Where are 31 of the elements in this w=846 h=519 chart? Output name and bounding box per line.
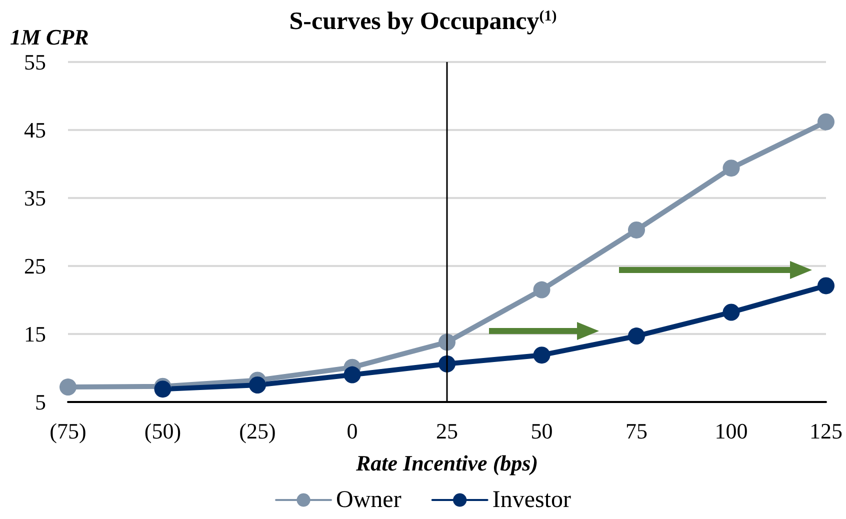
x-tick-label: 75 xyxy=(626,418,648,444)
y-tick-label: 55 xyxy=(24,50,46,74)
point xyxy=(818,277,834,294)
point xyxy=(533,346,550,364)
y-tick-label: 25 xyxy=(24,254,46,278)
point xyxy=(628,328,645,345)
x-tick-label: 50 xyxy=(530,418,553,444)
x-tick-label: 125 xyxy=(810,418,842,444)
point xyxy=(818,113,834,130)
y-tick-label: 35 xyxy=(24,186,46,210)
point xyxy=(533,281,550,298)
x-tick-label: 25 xyxy=(436,418,458,444)
legend-label: Investor xyxy=(492,487,571,513)
point xyxy=(154,380,172,398)
point xyxy=(722,160,740,177)
x-tick-label: (75) xyxy=(50,418,86,444)
x-axis-title: Rate Incentive (bps) xyxy=(354,450,538,476)
point xyxy=(628,221,645,238)
point xyxy=(344,366,361,384)
point xyxy=(60,378,76,396)
x-tick-label: (25) xyxy=(239,418,276,444)
point xyxy=(249,376,266,394)
x-tick-label: (50) xyxy=(144,418,182,444)
legend-label: Owner xyxy=(336,487,402,513)
y-tick-label: 45 xyxy=(24,118,46,142)
y-axis-title: 1M CPR xyxy=(10,24,89,50)
x-tick-label: 0 xyxy=(346,418,358,444)
y-tick-label: 5 xyxy=(35,390,46,414)
point xyxy=(722,304,740,321)
y-tick-label: 15 xyxy=(24,322,46,346)
x-tick-label: 100 xyxy=(714,418,748,444)
